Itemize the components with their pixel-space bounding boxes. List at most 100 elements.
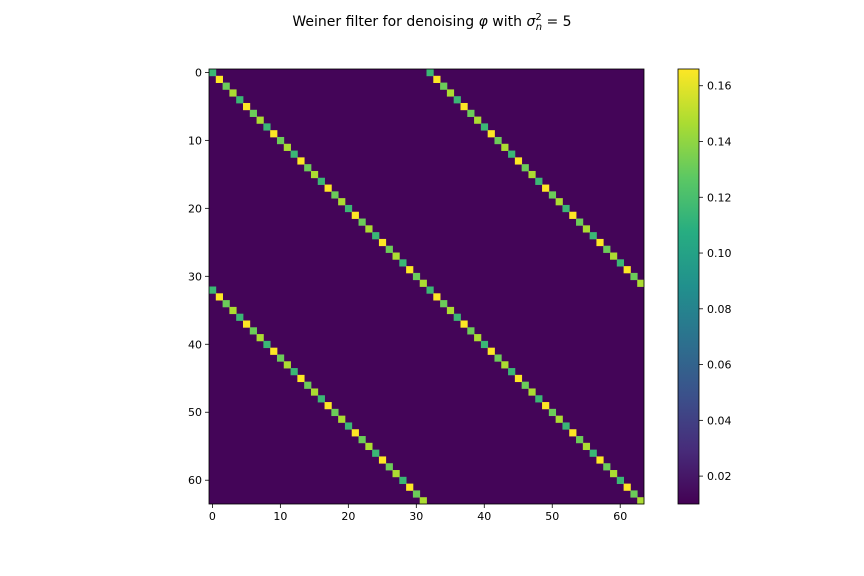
heatmap-cell [242,102,251,111]
heatmap-cell [623,483,631,491]
heatmap-cell [358,218,366,226]
heatmap-cell [474,334,482,342]
y-tick-label: 20 [188,202,202,215]
heatmap-cell [385,245,393,253]
x-tick-label: 40 [477,510,491,523]
heatmap-cell [508,150,516,158]
heatmap-cell [542,402,550,410]
heatmap-cell [304,164,312,172]
x-tick-label: 30 [409,510,423,523]
heatmap-cell [229,306,237,315]
heatmap-cell [351,211,359,219]
heatmap-cell [338,198,346,206]
colorbar-tick-label: 0.10 [707,247,732,260]
heatmap-cell [426,286,434,294]
heatmap-cell [630,272,638,281]
heatmap-cell [555,415,563,423]
y-tick-label: 0 [195,66,202,79]
heatmap-cell [249,327,257,335]
heatmap-cell [297,157,305,165]
x-axis: 0 10 20 30 40 50 60 [209,504,627,523]
heatmap-cell [399,259,407,267]
heatmap-cell [378,238,387,247]
heatmap-cell [501,361,509,369]
heatmap-cell [460,320,468,328]
heatmap-cell [263,340,271,349]
colorbar-tick-label: 0.14 [707,136,732,149]
colorbar-axis: 0.02 0.04 0.06 0.08 0.10 0.12 0.14 0.16 [699,80,732,483]
heatmap-cell [351,429,359,437]
heatmap-cell [406,483,414,491]
heatmap-cell [555,198,563,206]
heatmap-cell [521,164,529,172]
heatmap-cell [222,300,230,308]
x-tick-label: 0 [209,510,216,523]
heatmap-cell [290,368,298,376]
heatmap-cell [494,354,502,362]
heatmap-cell [501,143,509,151]
chart-title-superscript: 2 [535,12,541,23]
colorbar-tick-label: 0.04 [707,414,732,427]
chart-title-sigma: σ [526,14,536,30]
heatmap-cell [542,184,550,192]
heatmap-cell [603,463,611,471]
heatmap-cell [562,422,570,430]
y-tick-label: 50 [188,406,202,419]
heatmap-cell [242,320,251,328]
heatmap-cell [589,232,597,240]
heatmap-cell [256,116,264,124]
chart-title-equals: = 5 [546,14,571,30]
heatmap-cell [569,429,577,437]
heatmap-cell [365,225,373,233]
heatmap-cell [372,232,380,240]
heatmap-cell [630,490,638,498]
x-tick-label: 60 [613,510,627,523]
heatmap-cell [494,136,502,145]
heatmap-cell [338,415,346,423]
heatmap-cell [610,470,618,478]
heatmap-cell [399,476,407,485]
heatmap-cell [317,177,325,185]
heatmap-cell [548,191,557,199]
heatmap-cell [576,218,584,226]
colorbar [677,68,700,505]
chart-title-text: Weiner filter for denoising [292,14,474,30]
heatmap-cell [215,293,223,301]
x-tick-label: 50 [545,510,559,523]
heatmap-cell [385,463,393,471]
heatmap-cell [562,204,570,213]
heatmap-cell [440,300,448,308]
heatmap [209,69,645,505]
heatmap-cell [283,361,291,369]
heatmap-cell [603,245,611,253]
heatmap-cell [446,89,455,97]
heatmap-cell [270,347,278,355]
chart-title-with: with [492,14,522,30]
heatmap-cell [310,388,319,396]
heatmap-cell [344,422,353,430]
heatmap-cell [521,381,529,389]
heatmap-cell [331,408,339,417]
heatmap-cell [317,395,325,403]
chart-title-subscript: n [536,22,542,33]
heatmap-cell [378,456,387,464]
y-tick-label: 60 [188,474,202,487]
y-tick-label: 10 [188,134,202,147]
heatmap-cell [276,136,285,145]
heatmap-cell [426,69,434,77]
heatmap-cell [589,449,597,457]
heatmap-cell [209,69,217,77]
heatmap-cell [576,436,584,444]
heatmap-cell [310,170,319,179]
x-tick-label: 20 [341,510,355,523]
heatmap-cell [460,102,468,111]
heatmap-cell [263,123,271,131]
colorbar-tick-label: 0.08 [707,303,732,316]
colorbar-tick-label: 0.06 [707,359,732,372]
heatmap-cell [229,89,237,97]
heatmap-cell [215,75,223,83]
heatmap-cell [297,374,305,383]
heatmap-cell [344,204,353,213]
heatmap-cell [514,157,523,165]
